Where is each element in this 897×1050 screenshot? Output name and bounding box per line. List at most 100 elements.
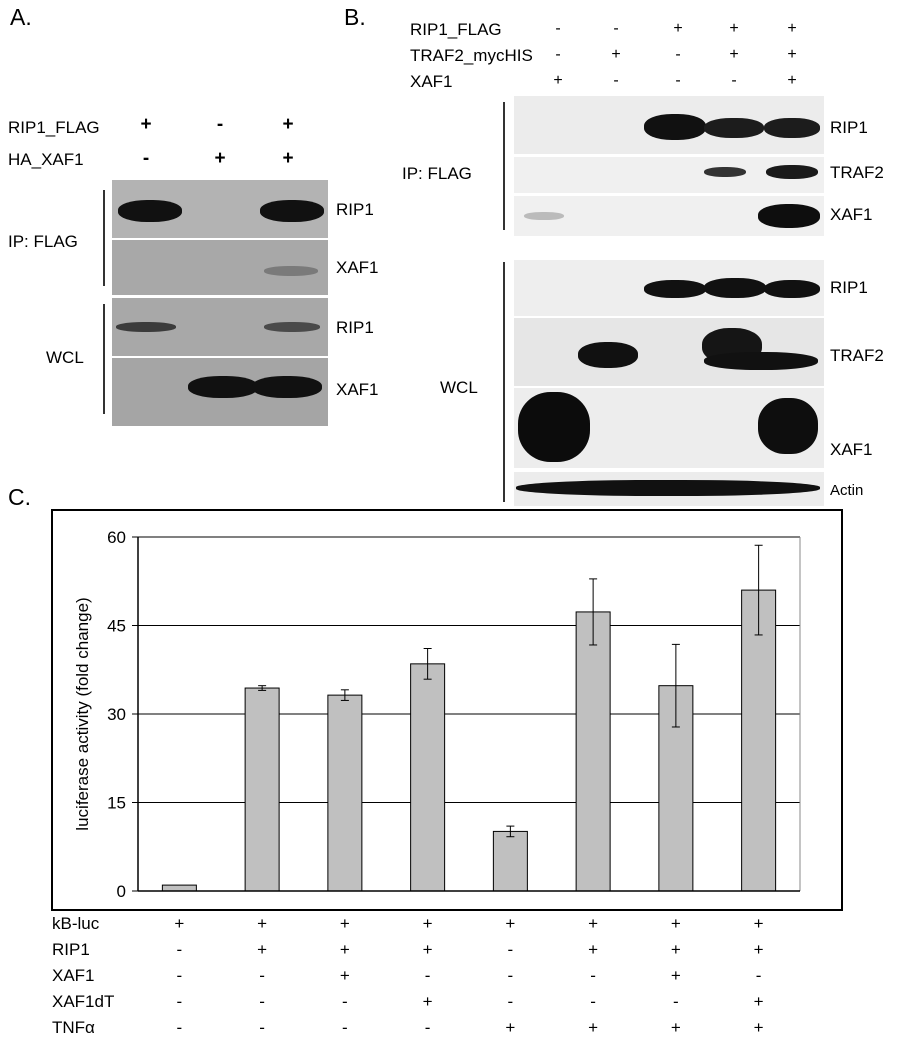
band [578,342,638,368]
panel-a-blot-label: XAF1 [336,380,379,399]
panel-b-wcl-bracket [503,262,505,502]
panel-b-blot-label: XAF1 [830,440,873,459]
bar [327,694,363,892]
condition-sign: - [590,992,596,1011]
band [704,118,764,138]
panel-b-blot-ip-rip1 [514,96,824,154]
panel-b-cond-label-rip1-flag: RIP1_FLAG [410,20,502,39]
condition-sign: + [422,914,433,933]
panel-b-blot-wcl-traf2 [514,318,824,386]
band [704,278,766,298]
condition-sign: + [753,992,764,1011]
panel-a-wcl-label: WCL [46,348,84,367]
condition-sign: - [176,1018,183,1037]
panel-b-cond-label-traf2: TRAF2_mycHIS [410,46,533,65]
y-tick-label: 45 [107,617,126,636]
condition-sign: + [257,914,268,933]
y-tick-label: 60 [107,528,126,547]
bar [244,687,280,892]
panel-b-blot-ip-traf2 [514,157,824,193]
condition-sign: - [259,992,265,1011]
y-tick-label: 15 [107,794,126,813]
panel-b-blot-label: Actin [830,482,864,499]
panel-b-sign: - [555,20,561,37]
condition-sign: - [424,1018,431,1037]
bar [575,611,611,892]
condition-sign: - [176,966,183,985]
panel-a-sign: + [140,114,152,135]
band [188,376,258,398]
panel-a-cond-label-ha-xaf1: HA_XAF1 [8,150,84,169]
panel-b-sign: - [555,46,561,63]
band [116,322,176,332]
panel-b-sign: + [729,20,739,37]
panel-b-blot-wcl-actin [514,472,824,506]
condition-sign: + [422,940,433,959]
condition-sign: + [753,914,764,933]
panel-a-sign: + [214,148,226,169]
panel-b-sign: + [787,46,797,63]
panel-b-blot-label: XAF1 [830,205,873,224]
condition-sign: - [259,1018,265,1037]
panel-b-sign: - [613,72,619,89]
band [758,204,820,228]
condition-sign: + [670,940,681,959]
panel-b-ip-bracket [503,102,505,230]
band [644,280,706,298]
condition-sign: - [424,966,431,985]
band [524,212,564,220]
panel-a-ip-label: IP: FLAG [8,232,78,251]
condition-sign: + [339,966,350,985]
condition-sign: + [670,1018,681,1037]
band [704,352,818,370]
band [758,398,818,454]
panel-b-sign: - [675,72,681,89]
condition-sign: - [507,992,514,1011]
panel-a-sign: + [282,148,294,169]
panel-a-ip-bracket [103,190,105,286]
panel-b-sign: + [673,20,683,37]
panel-a-blot-ip-rip1 [112,180,328,238]
bar [492,830,528,892]
band [264,266,318,276]
condition-label: TNFα [52,1018,95,1037]
panel-b-ip-label: IP: FLAG [402,164,472,183]
condition-sign: - [342,1018,348,1037]
panel-a-wcl-bracket [103,304,105,414]
band [118,200,182,222]
condition-sign: - [507,940,514,959]
panel-b-blot-label: TRAF2 [830,346,884,365]
condition-label: RIP1 [52,940,90,959]
condition-sign: + [670,966,681,985]
condition-sign: - [259,966,265,985]
condition-sign: + [753,1018,764,1037]
condition-sign: + [588,1018,599,1037]
band [260,200,324,222]
panel-b-wcl-label: WCL [440,378,478,397]
condition-sign: + [339,914,350,933]
panel-a-sign: - [142,148,150,169]
condition-sign: - [755,966,762,985]
condition-sign: - [176,940,183,959]
panel-a-blot-wcl-xaf1 [112,358,328,426]
condition-sign: - [507,966,514,985]
panel-b-blot-label: TRAF2 [830,163,884,182]
condition-sign: - [590,966,596,985]
panel-b-blot-label: RIP1 [830,278,868,297]
panel-a-blot-wcl-rip1 [112,298,328,356]
bar [410,663,446,892]
panel-b-blot-wcl-rip1 [514,260,824,316]
panel-b-letter: B. [344,4,366,30]
panel-b-sign: + [553,72,563,89]
panel-b-sign: + [787,72,797,89]
panel-b-blot-wcl-xaf1 [514,388,824,468]
y-axis-label: luciferase activity (fold change) [73,597,92,830]
y-tick-label: 0 [117,882,126,901]
panel-b-sign: + [611,46,621,63]
panel-b-sign: - [731,72,737,89]
condition-sign: + [339,940,350,959]
y-tick-label: 30 [107,705,126,724]
band [764,118,820,138]
panel-b-blot-label: RIP1 [830,118,868,137]
panel-a-blot-ip-xaf1 [112,240,328,295]
